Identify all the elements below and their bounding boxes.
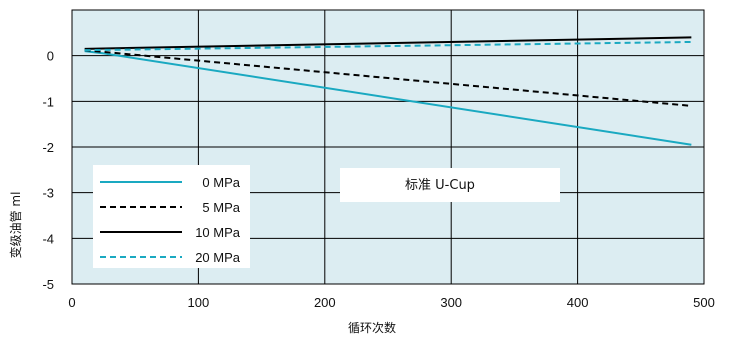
legend-label: 5 MPa bbox=[202, 200, 240, 215]
x-tick-label: 0 bbox=[68, 295, 75, 310]
annotation-label: 标准 U-Cup bbox=[405, 178, 475, 193]
y-tick-label: -3 bbox=[42, 186, 54, 201]
legend-label: 0 MPa bbox=[202, 175, 240, 190]
annotation-box bbox=[340, 168, 560, 202]
x-tick-labels: 0 100 200 300 400 500 bbox=[68, 295, 714, 310]
y-tick-label: -4 bbox=[42, 231, 54, 246]
series-layer bbox=[84, 36, 692, 146]
x-axis-title: 循环次数 bbox=[348, 320, 396, 335]
annotation: 标准 U-Cup bbox=[340, 168, 560, 202]
y-tick-label: -1 bbox=[42, 94, 54, 109]
y-tick-label: -2 bbox=[42, 140, 54, 155]
y-tick-label: -5 bbox=[42, 277, 54, 292]
x-tick-label: 300 bbox=[440, 295, 462, 310]
x-tick-label: 200 bbox=[314, 295, 336, 310]
x-tick-label: 100 bbox=[188, 295, 210, 310]
legend-items: 0 MPa 5 MPa 10 MPa 20 MPa bbox=[100, 175, 241, 265]
series-line-10-mpa bbox=[84, 36, 692, 50]
x-tick-label: 500 bbox=[693, 295, 715, 310]
y-tick-labels: 0 -1 -2 -3 -4 -5 bbox=[42, 49, 54, 292]
legend: 0 MPa 5 MPa 10 MPa 20 MPa bbox=[93, 165, 250, 268]
legend-label: 20 MPa bbox=[195, 250, 241, 265]
series-line-0-mpa bbox=[84, 50, 692, 146]
series-line-5-mpa bbox=[84, 49, 692, 107]
y-axis-title: 变级油管 ml bbox=[8, 192, 23, 259]
legend-label: 10 MPa bbox=[195, 225, 241, 240]
x-tick-label: 400 bbox=[567, 295, 589, 310]
series-line-20-mpa bbox=[84, 40, 692, 52]
y-tick-label: 0 bbox=[47, 49, 54, 64]
